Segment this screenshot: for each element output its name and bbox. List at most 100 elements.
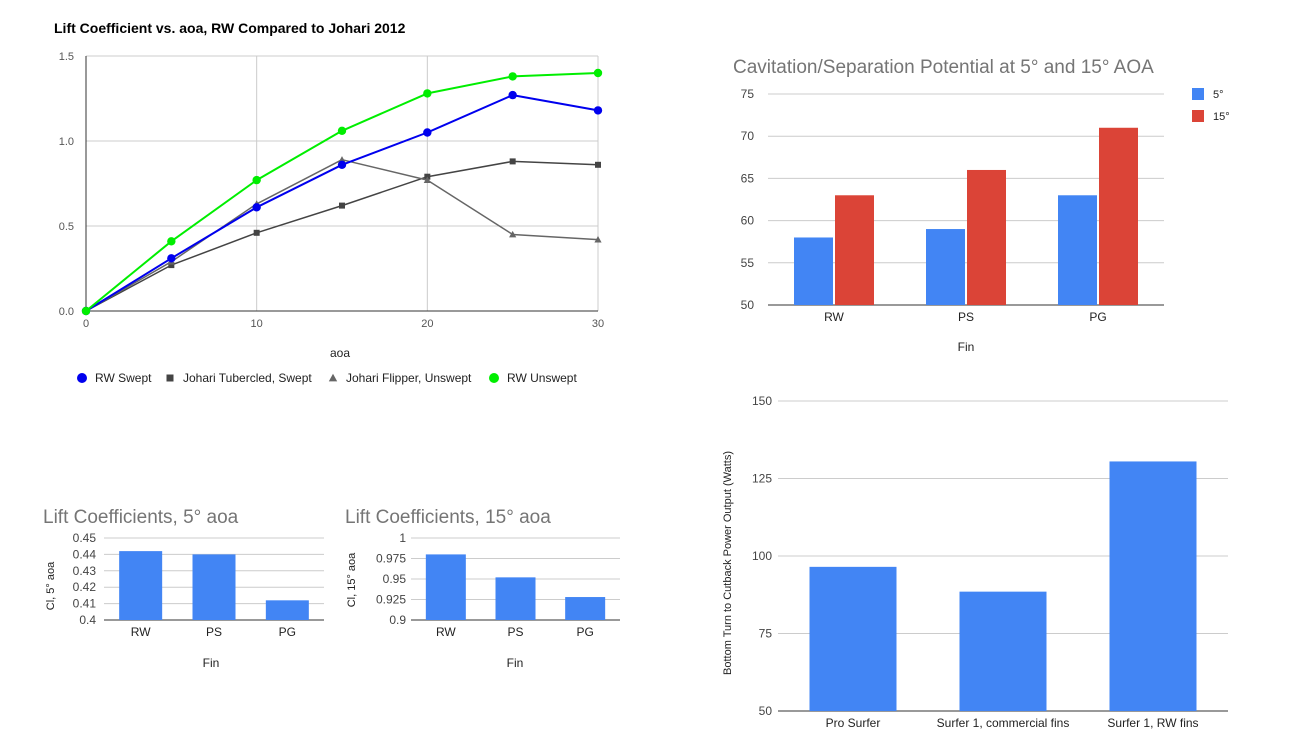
data-point-rw-swept [337, 160, 347, 169]
cavitation-x-tick-label: RW [824, 310, 844, 324]
data-point-rw-unswept [167, 237, 176, 246]
lift-vs-aoa-chart: Lift Coefficient vs. aoa, RW Compared to… [54, 20, 604, 385]
power-x-tick-label: Surfer 1, RW fins [1107, 716, 1198, 730]
cavitation-y-tick-label: 55 [741, 256, 755, 270]
lift-5-x-tick-label: PS [206, 625, 222, 639]
lift-vs-aoa-x-tick-label: 30 [592, 318, 604, 330]
lift-15-bar [495, 577, 536, 620]
cavitation-bar [835, 195, 874, 305]
lift-vs-aoa-title: Lift Coefficient vs. aoa, RW Compared to… [54, 20, 406, 36]
lift-vs-aoa-x-tick-label: 0 [83, 318, 89, 330]
lift-15-y-tick-label: 0.9 [389, 613, 406, 627]
cavitation-chart: Cavitation/Separation Potential at 5° an… [733, 57, 1230, 354]
legend-swatch-5deg [1192, 88, 1204, 100]
legend-label-rw-unswept: RW Unswept [507, 371, 577, 385]
power-bar [809, 566, 897, 711]
lift-vs-aoa-y-tick-label: 0.5 [59, 221, 74, 233]
legend-label-rw-swept: RW Swept [95, 371, 152, 385]
cavitation-x-tick-label: PS [958, 310, 974, 324]
cavitation-x-tick-label: PG [1089, 310, 1106, 324]
data-point-rw-unswept [252, 175, 261, 185]
data-point-johari-flipper-unswept [594, 236, 602, 243]
cavitation-y-tick-label: 50 [741, 298, 755, 312]
lift-vs-aoa-y-tick-label: 0.0 [59, 306, 74, 318]
cavitation-bar [1099, 127, 1138, 305]
legend-marker-johari-flipper-unswept [328, 373, 338, 382]
power-y-tick-label: 125 [752, 472, 772, 486]
cavitation-bar [926, 229, 965, 305]
data-point-rw-swept [252, 203, 261, 212]
lift-15-chart: Lift Coefficients, 15° aoa Cl, 15° aoa 0… [345, 507, 620, 670]
legend-marker-rw-unswept [489, 373, 499, 383]
data-point-johari-tubercled-swept [253, 229, 260, 236]
power-chart: Bottom Turn to Cutback Power Output (Wat… [722, 394, 1228, 730]
lift-5-y-tick-label: 0.4 [79, 613, 96, 627]
lift-15-y-tick-label: 0.95 [383, 572, 407, 586]
lift-15-y-axis-label: Cl, 15° aoa [346, 552, 358, 607]
power-bar [959, 591, 1047, 711]
lift-15-bar [565, 597, 606, 620]
power-y-tick-label: 75 [759, 627, 773, 641]
cavitation-bar [794, 237, 833, 305]
power-y-axis-label: Bottom Turn to Cutback Power Output (Wat… [722, 451, 734, 675]
cavitation-y-tick-label: 75 [741, 87, 755, 101]
lift-vs-aoa-y-tick-label: 1.5 [59, 51, 74, 63]
lift-vs-aoa-y-tick-label: 1.0 [59, 136, 74, 148]
power-y-tick-label: 100 [752, 549, 772, 563]
lift-5-y-tick-label: 0.44 [73, 547, 97, 561]
legend-label-johari-flipper-unswept: Johari Flipper, Unswept [346, 371, 472, 385]
power-x-tick-label: Pro Surfer [826, 716, 881, 730]
lift-15-title: Lift Coefficients, 15° aoa [345, 507, 551, 528]
lift-5-x-tick-label: RW [131, 625, 151, 639]
data-point-rw-swept [423, 128, 432, 137]
data-point-johari-flipper-unswept [509, 230, 517, 238]
cavitation-title: Cavitation/Separation Potential at 5° an… [733, 57, 1154, 78]
lift-vs-aoa-x-tick-label: 20 [421, 318, 433, 330]
lift-15-y-tick-label: 0.925 [376, 593, 406, 607]
cavitation-y-tick-label: 65 [741, 171, 755, 185]
power-y-tick-label: 150 [752, 394, 772, 408]
series-line-rw-unswept [85, 72, 599, 312]
legend-label-5deg: 5° [1213, 89, 1224, 101]
legend-marker-johari-tubercled-swept [166, 374, 174, 382]
data-point-johari-tubercled-swept [595, 161, 601, 168]
lift-5-x-axis-label: Fin [203, 656, 220, 670]
series-line-johari-tubercled-swept [85, 160, 599, 312]
data-point-rw-unswept [593, 68, 603, 78]
lift-15-x-axis-label: Fin [507, 656, 524, 670]
legend-label-15deg: 15° [1213, 111, 1230, 123]
power-bar [1109, 461, 1197, 711]
lift-5-y-tick-label: 0.43 [73, 564, 97, 578]
power-x-tick-label: Surfer 1, commercial fins [937, 716, 1070, 730]
legend-marker-rw-swept [77, 373, 87, 383]
lift-5-bar [119, 551, 163, 620]
data-point-rw-swept [508, 90, 517, 100]
series-line-johari-flipper-unswept [85, 158, 599, 312]
data-point-johari-flipper-unswept [423, 176, 431, 183]
data-point-rw-unswept [81, 306, 91, 316]
cavitation-y-tick-label: 60 [741, 214, 755, 228]
lift-5-x-tick-label: PG [279, 625, 296, 639]
lift-vs-aoa-x-tick-label: 10 [251, 318, 263, 330]
lift-5-y-tick-label: 0.42 [73, 580, 97, 594]
data-point-johari-tubercled-swept [168, 262, 175, 269]
power-y-tick-label: 50 [759, 704, 773, 718]
lift-5-y-tick-label: 0.41 [73, 597, 97, 611]
lift-15-bar [425, 554, 466, 620]
data-point-johari-tubercled-swept [509, 158, 516, 165]
lift-vs-aoa-x-axis-label: aoa [330, 346, 350, 360]
data-point-rw-unswept [337, 126, 347, 135]
legend-swatch-15deg [1192, 110, 1204, 122]
lift-15-x-tick-label: PS [507, 625, 523, 639]
legend-label-johari-tubercled-swept: Johari Tubercled, Swept [183, 371, 312, 385]
lift-5-y-axis-label: Cl, 5° aoa [45, 561, 57, 610]
data-point-rw-swept [593, 106, 603, 115]
lift-15-x-tick-label: PG [576, 625, 593, 639]
lift-15-y-tick-label: 0.975 [376, 552, 406, 566]
lift-5-bar [192, 554, 236, 620]
data-point-rw-unswept [508, 72, 517, 81]
data-point-rw-swept [167, 254, 176, 263]
cavitation-bar [967, 169, 1006, 305]
data-point-rw-unswept [423, 89, 432, 98]
